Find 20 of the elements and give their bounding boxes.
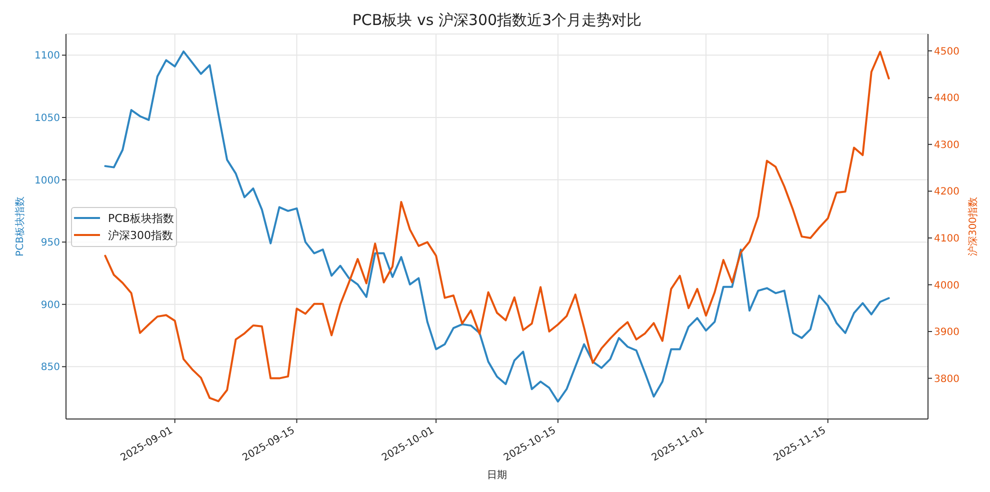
y-tick-label: 950 (40, 238, 60, 249)
x-axis-title: 日期 (487, 468, 507, 481)
y-tick-label: 1000 (34, 175, 60, 186)
y2-tick-label: 4000 (934, 280, 960, 292)
y-axis-title: PCB板块指数 (14, 196, 26, 256)
y2-axis-title: 沪深300指数 (966, 196, 979, 256)
y2-tick-label: 4500 (934, 46, 960, 58)
y2-tick-label: 4300 (934, 140, 960, 151)
legend-label: PCB板块指数 (108, 210, 174, 226)
chart-title: PCB板块 vs 沪深300指数近3个月走势对比 (351, 10, 643, 30)
y2-tick-label: 3800 (934, 374, 960, 385)
y-tick-label: 1100 (34, 50, 60, 62)
y2-tick-label: 4400 (934, 93, 960, 104)
y2-tick-label: 3900 (934, 327, 960, 338)
legend-label: 沪深300指数 (108, 228, 173, 242)
y2-tick-label: 4200 (934, 186, 960, 198)
y2-tick-label: 4100 (934, 234, 960, 245)
y-tick-label: 1050 (34, 113, 60, 124)
y-tick-label: 900 (40, 300, 60, 311)
y-tick-label: 850 (40, 362, 60, 374)
